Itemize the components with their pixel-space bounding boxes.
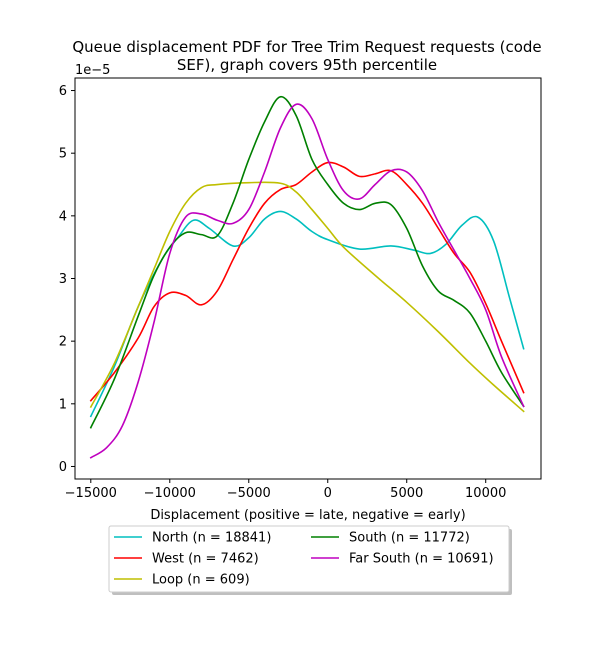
y-axis-ticks: 0 1 2 3 4 5 6 — [59, 84, 75, 475]
y-tick-label: 6 — [59, 84, 67, 99]
y-tick-label: 0 — [59, 460, 67, 475]
series-line-4 — [89, 103, 525, 459]
legend-label: Loop (n = 609) — [152, 573, 250, 588]
chart-title-line-2: SEF), graph covers 95th percentile — [177, 56, 437, 74]
legend-label: West (n = 7462) — [152, 552, 259, 567]
legend: North (n = 18841) West (n = 7462) Loop (n … — [108, 525, 512, 595]
legend-item: North (n = 18841) — [114, 531, 271, 546]
y-axis-exponent: 1e−5 — [75, 63, 110, 78]
legend-item: South (n = 11772) — [311, 531, 470, 546]
legend-label: South (n = 11772) — [349, 531, 470, 546]
plot-area — [75, 78, 541, 479]
y-tick-label: 1 — [59, 397, 67, 412]
legend-label: North (n = 18841) — [152, 531, 271, 546]
series-lines — [89, 95, 525, 459]
x-axis-label: Displacement (positive = late, negative … — [150, 508, 465, 523]
x-tick-label: −10000 — [144, 486, 196, 501]
x-axis-ticks: −15000 −10000 −5000 0 5000 10000 — [65, 479, 506, 501]
x-tick-label: 10000 — [465, 486, 506, 501]
x-tick-label: −15000 — [65, 486, 117, 501]
chart-title-line-1: Queue displacement PDF for Tree Trim Req… — [72, 38, 541, 56]
legend-box — [108, 525, 510, 593]
y-tick-label: 5 — [59, 147, 67, 162]
chart-title: Queue displacement PDF for Tree Trim Req… — [72, 38, 541, 74]
series-line-1 — [89, 161, 525, 402]
x-tick-label: 0 — [324, 486, 332, 501]
legend-item: West (n = 7462) — [114, 552, 259, 567]
y-tick-label: 3 — [59, 272, 67, 287]
series-line-2 — [89, 181, 525, 413]
x-tick-label: 5000 — [390, 486, 423, 501]
legend-label: Far South (n = 10691) — [349, 552, 494, 567]
legend-item: Loop (n = 609) — [114, 573, 250, 588]
y-tick-label: 4 — [59, 209, 67, 224]
y-tick-label: 2 — [59, 335, 67, 350]
x-tick-label: −5000 — [227, 486, 271, 501]
legend-item: Far South (n = 10691) — [311, 552, 494, 567]
